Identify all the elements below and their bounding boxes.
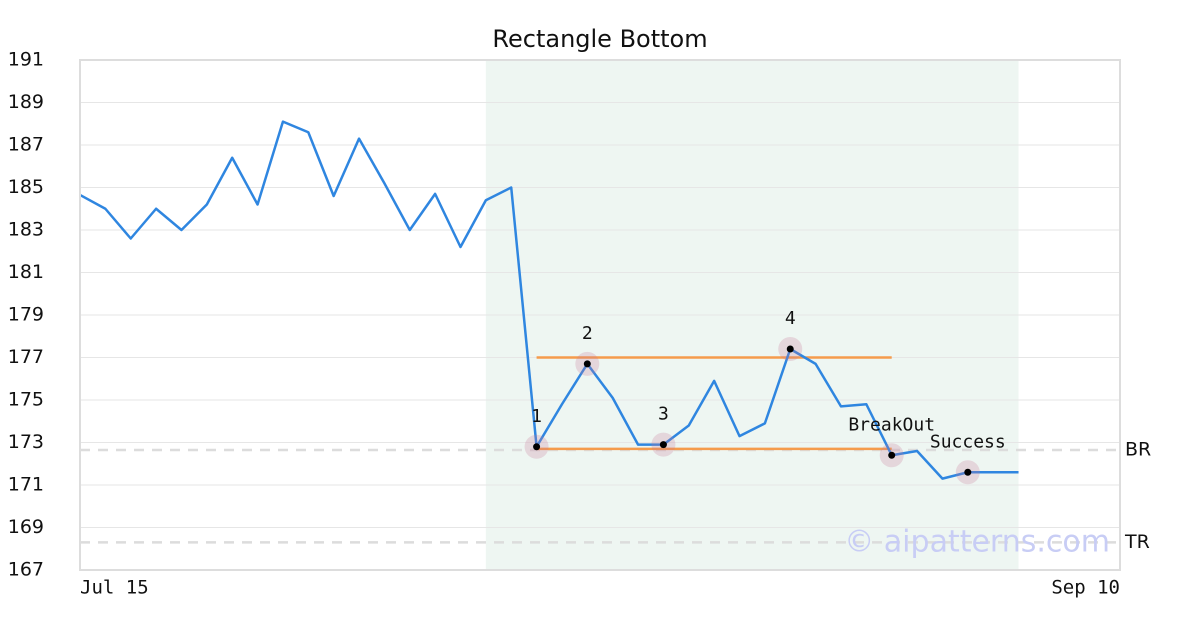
series-line: [79, 120, 1019, 480]
y-tick-label: 181: [8, 261, 44, 283]
annotation-label: BreakOut: [848, 414, 935, 435]
chart-title: Rectangle Bottom: [492, 25, 707, 53]
y-tick-label: 177: [8, 346, 44, 368]
watermark: © aipatterns.com: [844, 525, 1110, 560]
pattern-point: [964, 468, 972, 476]
y-tick-label: 171: [8, 474, 44, 496]
y-tick-label: 187: [8, 134, 44, 156]
annotation-label: 4: [785, 308, 796, 329]
annotation-label: 2: [582, 323, 593, 344]
pattern-point: [786, 345, 794, 353]
y-tick-label: 175: [8, 389, 44, 411]
y-tick-label: 185: [8, 176, 44, 198]
annotation-label: 1: [531, 406, 542, 427]
pattern-point: [659, 441, 667, 449]
pattern-point: [533, 443, 541, 451]
x-tick-label: Jul 15: [80, 577, 149, 599]
reference-label: BR: [1125, 438, 1151, 460]
y-tick-label: 179: [8, 304, 44, 326]
annotation-label: 3: [658, 404, 669, 425]
annotation-label: Success: [930, 431, 1006, 452]
y-tick-label: 167: [8, 559, 44, 581]
x-tick-label: Sep 10: [1051, 577, 1120, 599]
y-tick-label: 173: [8, 431, 44, 453]
reference-label: TR: [1124, 531, 1150, 553]
pattern-point: [583, 360, 591, 368]
y-tick-label: 189: [8, 91, 44, 113]
plot-frame: [79, 59, 1121, 571]
y-tick-label: 169: [8, 516, 44, 538]
y-tick-label: 191: [8, 49, 44, 71]
y-tick-label: 183: [8, 219, 44, 241]
pattern-point: [888, 451, 896, 459]
